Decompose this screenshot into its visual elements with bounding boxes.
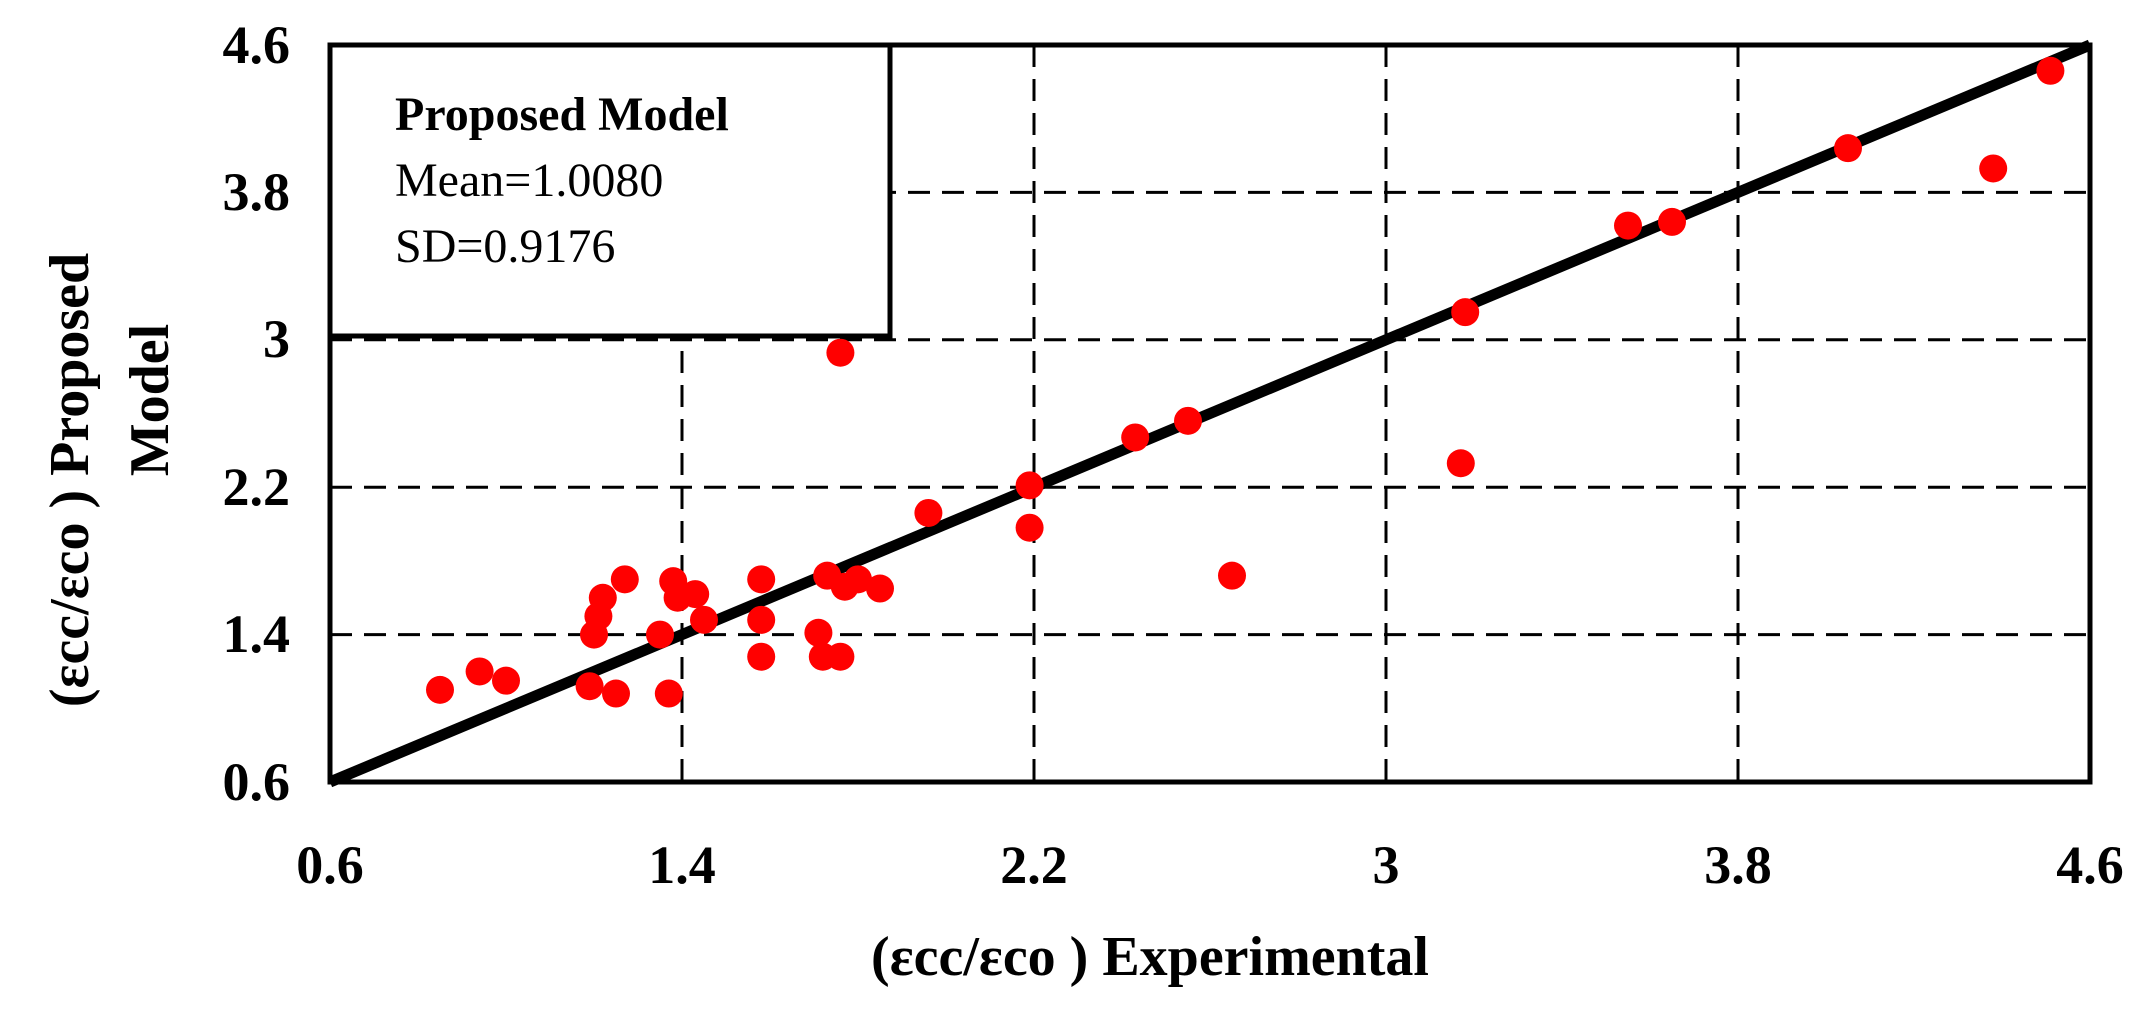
grid-lines [330,45,2090,782]
x-tick-label: 3 [1373,835,1400,895]
data-point [1834,134,1862,163]
data-point [465,657,494,686]
y-tick-label: 1.4 [223,604,291,664]
data-point [681,580,710,609]
x-tick-label: 0.6 [296,835,364,895]
data-point [690,605,718,634]
data-point [826,642,855,671]
data-point [804,618,833,647]
data-point [1174,406,1202,435]
y-axis-title-line-1: (εcc/εco ) Proposed [39,253,101,707]
data-point [575,672,604,701]
y-tick-label: 0.6 [223,752,291,812]
y-tick-label: 4.6 [223,15,291,75]
x-tick-label: 1.4 [648,835,716,895]
data-point [1446,449,1475,478]
y-tick-labels: 0.6 1.4 2.2 3 3.8 4.6 [223,15,291,812]
data-point [610,565,639,594]
y-axis-title-line-2: Model [119,324,181,476]
data-point [1015,471,1044,500]
data-point [654,679,683,708]
x-tick-label: 3.8 [1704,835,1772,895]
data-point [492,666,520,695]
data-point [602,679,630,708]
data-point [747,605,776,634]
y-axis-title: (εcc/εco ) Proposed Model [39,253,181,707]
y-tick-label: 2.2 [223,457,291,517]
data-point [844,565,872,594]
data-point [826,338,855,367]
y-tick-label: 3.8 [223,162,291,222]
reference-line-group [327,39,2093,788]
x-axis-title: (εcc/εco ) Experimental [871,926,1429,988]
data-points [426,56,2065,708]
data-point [747,565,776,594]
data-point [1015,513,1044,542]
legend-sd: SD=0.9176 [395,220,615,273]
x-tick-label: 2.2 [1000,835,1068,895]
data-point [426,675,454,704]
y-tick-label: 3 [263,309,290,369]
data-point [1658,207,1686,236]
data-point [1979,154,2008,183]
data-point [866,574,894,603]
legend-box [327,42,893,339]
data-point [588,583,617,612]
legend-title: Proposed Model [395,88,729,141]
x-tick-labels: 0.6 1.4 2.2 3 3.8 4.6 [296,835,2124,895]
x-tick-label: 4.6 [2056,835,2124,895]
plot-frame [327,42,2093,785]
legend: Proposed Model Mean=1.0080 SD=0.9176 [327,42,893,339]
data-point [1218,561,1246,590]
data-point [2036,56,2065,85]
data-point [747,642,776,671]
data-point [1451,298,1480,327]
data-point [914,498,943,527]
legend-mean: Mean=1.0080 [395,154,663,207]
data-point [1614,211,1642,240]
data-point [646,620,674,649]
data-point [1121,423,1150,452]
reference-line-y-equals-x [327,39,2093,788]
